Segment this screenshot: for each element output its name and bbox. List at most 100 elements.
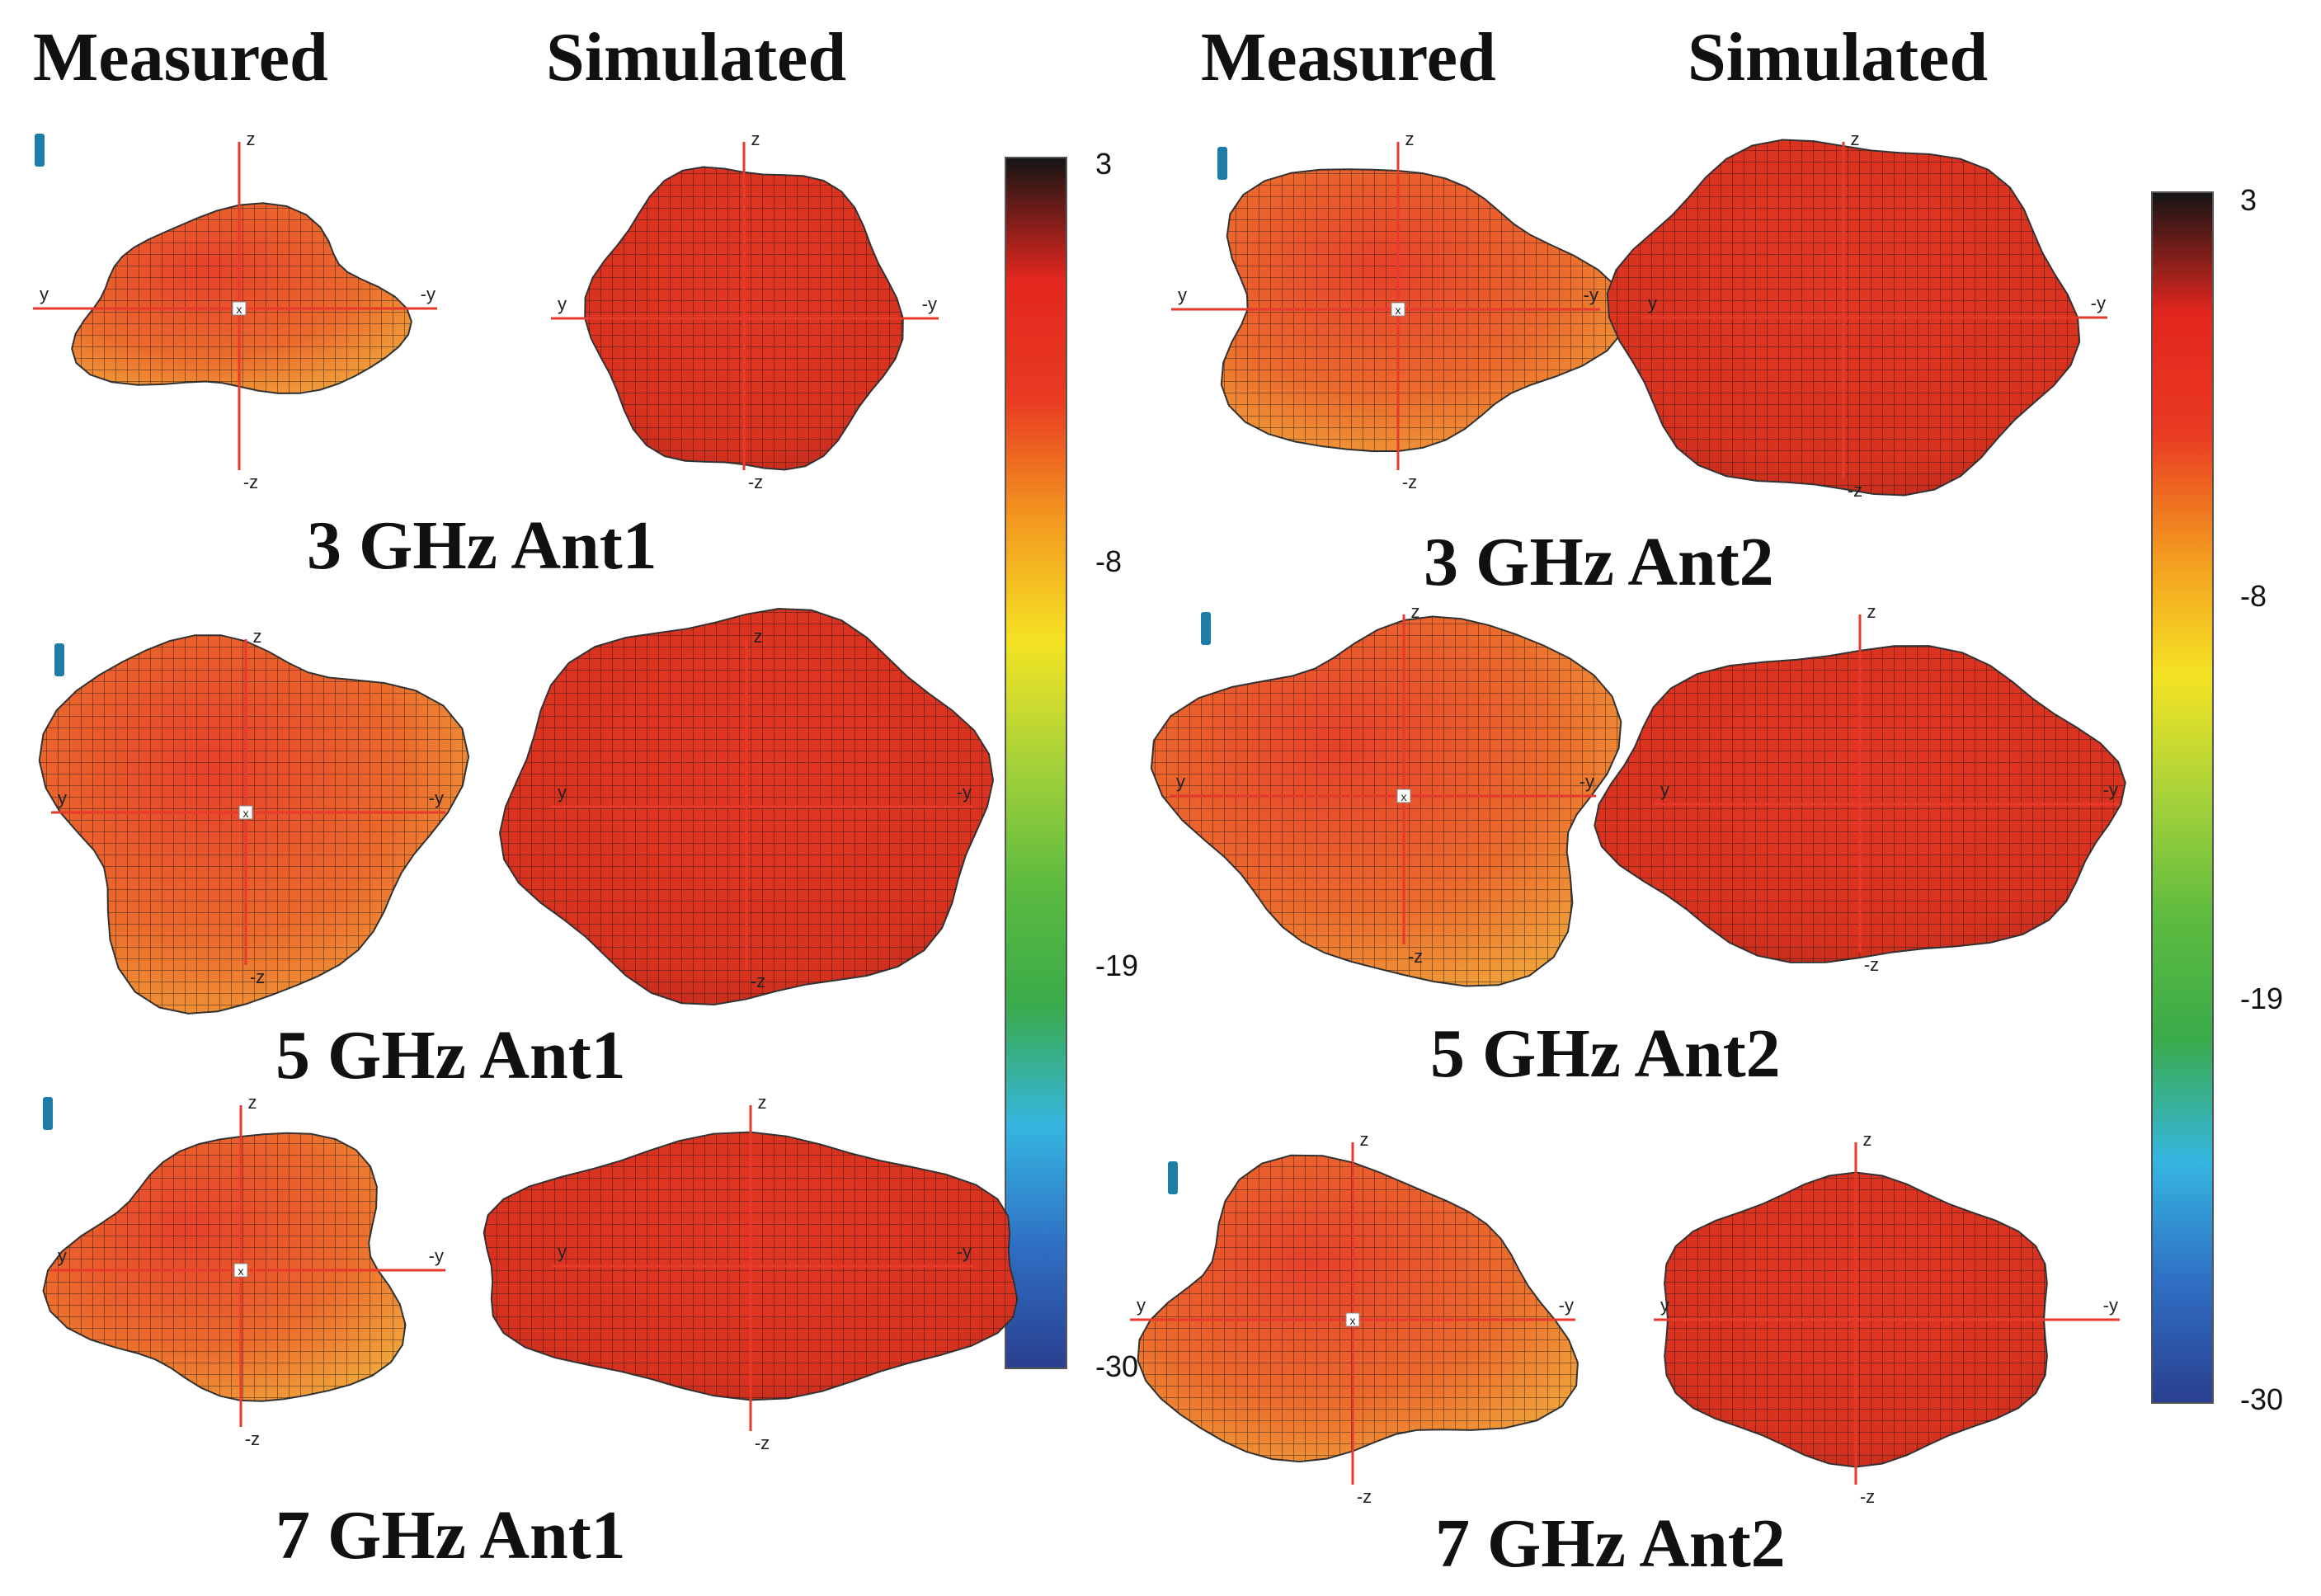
plot-ant2-5ghz-simulated: z -z y -y [1594, 601, 2126, 975]
probe-icon [35, 134, 45, 167]
axis-label-y: y [1660, 779, 1669, 800]
probe-icon [1201, 612, 1211, 645]
plot-ant2-7ghz-measured: z -z y -y x [1130, 1129, 1579, 1507]
colorbar-right-tick-19: -19 [2240, 982, 2284, 1015]
label-5ghz-ant2: 5 GHz Ant2 [1430, 1015, 1781, 1092]
axis-label-x: x [243, 807, 249, 820]
axis-label-z: z [1867, 601, 1876, 622]
axis-label-y: y [1176, 771, 1185, 792]
colorbar-left-tick-19: -19 [1095, 949, 1139, 982]
origin-marker [1391, 302, 1405, 317]
axis-label-neg-z: -z [1402, 472, 1417, 492]
plot-ant2-7ghz-simulated: z -z y -y [1654, 1129, 2120, 1507]
axis-label-neg-y: -y [2103, 779, 2118, 800]
axis-label-neg-y: -y [1584, 285, 1598, 305]
axis-label-z: z [758, 1092, 767, 1113]
axis-label-neg-y: -y [957, 1241, 972, 1262]
label-3ghz-ant2: 3 GHz Ant2 [1424, 524, 1774, 600]
axis-label-neg-y: -y [1559, 1295, 1574, 1316]
axis-label-x: x [237, 303, 242, 316]
axis-label-y: y [1178, 285, 1187, 305]
plot-ant1-3ghz-simulated: z -z y -y [551, 129, 939, 492]
colorbar-left-tick-3: 3 [1095, 147, 1113, 181]
colorbar-left [1005, 157, 1067, 1369]
axis-label-z: z [754, 626, 763, 647]
header-measured-left: Measured [33, 19, 328, 96]
axis-label-z: z [1411, 601, 1420, 622]
label-5ghz-ant1: 5 GHz Ant1 [275, 1017, 626, 1094]
axis-label-y: y [40, 284, 49, 304]
axis-label-neg-z: -z [1408, 946, 1423, 967]
axis-label-neg-z: -z [243, 472, 258, 492]
colorbar-right-tick-8: -8 [2240, 579, 2267, 613]
label-7ghz-ant2: 7 GHz Ant2 [1435, 1505, 1786, 1582]
mesh-ant1-5ghz-measured [39, 635, 469, 1014]
header-measured-right: Measured [1201, 19, 1496, 96]
axis-label-z: z [1863, 1129, 1872, 1150]
axis-label-z: z [751, 129, 760, 149]
axis-label-neg-z: -z [250, 967, 265, 987]
plot-ant2-5ghz-measured: z -z y -y x [1150, 601, 1622, 987]
axis-label-z: z [1405, 129, 1415, 149]
probe-icon [54, 643, 64, 676]
probe-icon [43, 1097, 53, 1130]
colorbar-right-tick-30: -30 [2240, 1382, 2284, 1416]
axis-label-y: y [558, 294, 567, 314]
origin-marker [1345, 1312, 1360, 1327]
colorbar-left-tick-30: -30 [1095, 1349, 1139, 1383]
axis-label-z: z [247, 129, 256, 149]
axis-label-neg-y: -y [421, 284, 435, 304]
axis-label-z: z [1851, 129, 1860, 149]
axis-label-z: z [248, 1092, 257, 1113]
label-3ghz-ant1: 3 GHz Ant1 [307, 507, 657, 584]
header-simulated-left: Simulated [546, 19, 847, 96]
mesh-ant1-7ghz-measured [43, 1132, 406, 1401]
probe-icon [1217, 147, 1227, 180]
axis-label-neg-z: -z [1848, 480, 1862, 501]
axis-label-y: y [58, 788, 67, 808]
axis-label-y: y [1660, 1295, 1669, 1316]
axis-label-neg-z: -z [1860, 1486, 1875, 1507]
axis-label-neg-z: -z [1357, 1486, 1372, 1507]
axis-label-z: z [1360, 1129, 1369, 1150]
plot-ant1-3ghz-measured: z -z y -y x [33, 129, 437, 492]
axis-label-neg-y: -y [1580, 771, 1594, 792]
colorbar-right-tick-3: 3 [2240, 183, 2257, 217]
axis-label-y: y [58, 1245, 67, 1266]
origin-marker [233, 1263, 248, 1278]
axis-label-y: y [558, 1241, 567, 1262]
plot-ant1-7ghz-simulated: z -z y -y [483, 1092, 1019, 1453]
plot-ant1-7ghz-measured: z -z y -y x [42, 1092, 445, 1449]
origin-marker [238, 805, 253, 820]
axis-label-neg-z: -z [751, 971, 765, 991]
axis-label-neg-z: -z [755, 1433, 770, 1453]
plot-ant1-5ghz-measured: z -z y -y x [38, 626, 470, 1015]
axis-label-neg-y: -y [957, 782, 972, 803]
axis-label-y: y [1648, 293, 1657, 313]
axis-label-x: x [238, 1264, 244, 1278]
origin-marker [232, 301, 247, 316]
axis-label-y: y [558, 782, 567, 803]
colorbar-right [2151, 191, 2214, 1404]
axis-label-y: y [1137, 1295, 1146, 1316]
axis-label-neg-z: -z [748, 472, 763, 492]
axis-label-x: x [1350, 1314, 1356, 1327]
plot-ant1-5ghz-simulated: z -z y -y [498, 607, 995, 1006]
axis-label-neg-z: -z [1864, 954, 1879, 975]
label-7ghz-ant1: 7 GHz Ant1 [275, 1497, 626, 1574]
header-simulated-right: Simulated [1688, 19, 1989, 96]
axis-label-neg-y: -y [922, 294, 937, 314]
axis-label-neg-y: -y [2091, 293, 2106, 313]
axis-label-x: x [1396, 304, 1401, 317]
colorbar-left-tick-8: -8 [1095, 544, 1123, 578]
mesh-ant2-7ghz-measured [1137, 1155, 1578, 1462]
origin-marker [1396, 789, 1411, 803]
axis-label-x: x [1401, 790, 1407, 803]
axis-label-neg-y: -y [429, 1245, 444, 1266]
probe-icon [1168, 1161, 1178, 1194]
axis-label-neg-y: -y [429, 788, 444, 808]
plot-ant2-3ghz-measured: z -z y -y x [1171, 129, 1628, 492]
mesh-ant2-5ghz-measured [1151, 616, 1622, 986]
axis-label-neg-z: -z [245, 1429, 260, 1449]
